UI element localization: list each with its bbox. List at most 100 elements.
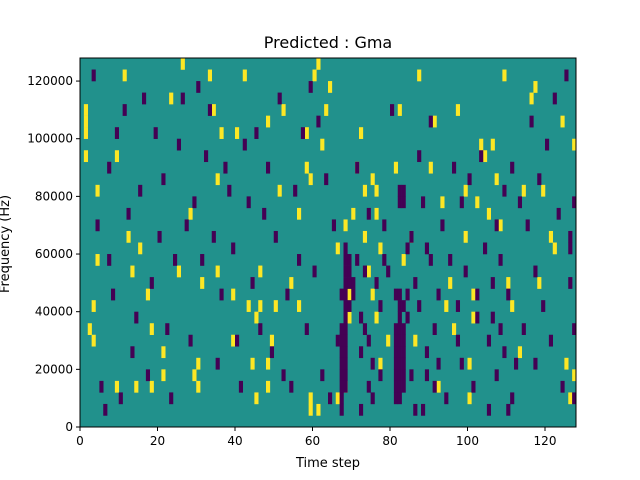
heatmap-cell-low — [339, 346, 344, 359]
heatmap-cell-low — [180, 92, 185, 105]
heatmap-cell-high — [269, 334, 275, 347]
heatmap-cell-high — [250, 357, 255, 370]
heatmap-cell-high — [149, 323, 154, 335]
heatmap-cell-low — [568, 277, 573, 289]
heatmap-cell-low — [169, 392, 174, 405]
heatmap-cell-low — [153, 127, 158, 139]
heatmap-cell-low — [107, 161, 112, 174]
heatmap-cell-high — [219, 127, 224, 139]
heatmap-cell-low — [95, 219, 100, 232]
heatmap-cell-high — [235, 127, 240, 139]
heatmap-cell-high — [83, 150, 89, 163]
heatmap-cell-low — [111, 288, 116, 301]
heatmap-cell-low — [428, 254, 433, 266]
heatmap-cell-low — [331, 219, 337, 232]
heatmap-cell-low — [242, 138, 247, 151]
heatmap-cell-low — [238, 380, 244, 393]
heatmap-cell-low — [374, 277, 379, 289]
heatmap-cell-high — [130, 265, 135, 278]
heatmap-cell-low — [393, 369, 399, 382]
heatmap-cell-high — [498, 219, 503, 232]
heatmap-cell-low — [405, 311, 410, 324]
heatmap-cell-low — [281, 369, 286, 382]
heatmap-cell-low — [397, 346, 402, 359]
heatmap-cell-low — [107, 254, 112, 266]
heatmap-cell-high — [266, 115, 271, 128]
heatmap-cell-low — [231, 242, 236, 255]
y-tick-label: 60000 — [35, 247, 73, 261]
heatmap-cell-high — [138, 242, 143, 255]
heatmap-cell-low — [200, 254, 205, 266]
heatmap-cell-high — [91, 334, 96, 347]
heatmap-cell-low — [386, 265, 391, 278]
heatmap-cell-low — [452, 161, 457, 174]
heatmap-cell-low — [204, 150, 209, 163]
heatmap-cell-high — [316, 403, 321, 416]
heatmap-cell-low — [467, 173, 472, 186]
heatmap-cell-low — [382, 219, 387, 232]
x-axis-label: Time step — [295, 456, 360, 471]
heatmap-cell-high — [494, 173, 499, 186]
heatmap-cell-high — [471, 288, 476, 301]
heatmap-cell-low — [545, 138, 550, 151]
heatmap-cell-low — [339, 357, 344, 370]
heatmap-cell-high — [297, 207, 302, 220]
x-tick-label: 0 — [76, 434, 84, 448]
heatmap-cell-low — [548, 334, 554, 347]
heatmap-cell-high — [347, 311, 352, 324]
heatmap-cell-high — [149, 380, 154, 393]
heatmap-cell-high — [215, 265, 220, 278]
heatmap-cell-high — [145, 288, 151, 301]
heatmap-cell-high — [370, 173, 375, 186]
heatmap-cell-low — [401, 369, 406, 382]
heatmap-cell-high — [537, 277, 542, 289]
heatmap-cell-low — [343, 369, 348, 382]
heatmap-cell-low — [568, 242, 573, 255]
heatmap-cell-low — [455, 300, 461, 312]
heatmap-cell-low — [176, 138, 182, 151]
heatmap-cell-low — [397, 184, 402, 197]
heatmap-cell-high — [455, 104, 461, 116]
heatmap-cell-high — [467, 357, 472, 370]
heatmap-cell-low — [165, 323, 170, 335]
heatmap-cell-high — [258, 265, 263, 278]
heatmap-cell-low — [401, 346, 406, 359]
heatmap-cell-low — [510, 161, 515, 174]
heatmap-cell-low — [215, 357, 220, 370]
heatmap-cell-high — [266, 357, 271, 370]
heatmap-cell-high — [552, 242, 557, 255]
heatmap-cell-low — [219, 288, 224, 301]
heatmap-cell-low — [359, 403, 364, 416]
heatmap-cell-low — [227, 184, 232, 197]
heatmap-cell-low — [324, 173, 329, 186]
heatmap-cell-low — [498, 254, 503, 266]
heatmap-cell-high — [510, 300, 515, 312]
heatmap-cell-low — [293, 184, 298, 197]
heatmap-cell-low — [397, 196, 402, 209]
heatmap-cell-high — [548, 230, 554, 243]
heatmap-cell-low — [297, 254, 302, 266]
heatmap-cell-high — [114, 150, 120, 163]
heatmap-cell-low — [161, 173, 166, 186]
heatmap-cell-low — [343, 323, 348, 335]
heatmap-cell-low — [401, 184, 406, 197]
heatmap-cell-high — [572, 369, 577, 382]
heatmap-cell-low — [339, 403, 344, 416]
heatmap-cell-low — [417, 300, 422, 312]
heatmap-cell-high — [533, 81, 538, 93]
heatmap-cell-low — [211, 230, 216, 243]
heatmap-cell-low — [285, 288, 290, 301]
heatmap-cell-low — [343, 300, 348, 312]
heatmap-cell-high — [169, 92, 174, 105]
heatmap-cell-low — [436, 288, 441, 301]
heatmap-cell-low — [506, 288, 511, 301]
y-tick-label: 120000 — [27, 74, 73, 88]
heatmap-cell-low — [382, 254, 387, 266]
heatmap-cell-low — [149, 277, 154, 289]
heatmap-cell-low — [126, 207, 131, 220]
heatmap-cell-low — [347, 265, 352, 278]
heatmap-cell-low — [413, 277, 418, 289]
heatmap-cell-high — [366, 265, 371, 278]
heatmap-cell-low — [103, 403, 108, 416]
